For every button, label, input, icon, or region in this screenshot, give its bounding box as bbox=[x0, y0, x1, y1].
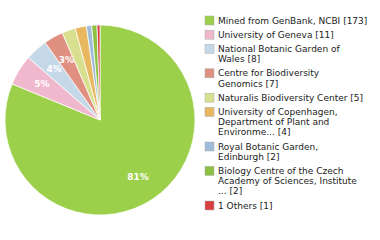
pie bbox=[5, 25, 195, 215]
legend-swatch bbox=[205, 16, 214, 25]
pie-slice bbox=[86, 25, 100, 120]
legend-item: Centre for BiodiversityGenomics [7] bbox=[205, 68, 320, 88]
legend-label: Mined from GenBank, NCBI [173] bbox=[218, 16, 367, 26]
legend-swatch bbox=[205, 107, 214, 116]
legend-label-line: Edinburgh [2] bbox=[218, 152, 280, 162]
legend-swatch bbox=[205, 166, 214, 175]
data-label: 81% bbox=[127, 172, 149, 182]
legend-label: Centre for BiodiversityGenomics [7] bbox=[218, 68, 320, 88]
data-label: 3% bbox=[59, 55, 74, 65]
legend-item: 1 Others [1] bbox=[205, 201, 272, 211]
legend-label-line: Wales [8] bbox=[218, 54, 260, 64]
legend-label: 1 Others [1] bbox=[218, 201, 272, 211]
legend-item: University of Geneva [11] bbox=[205, 30, 334, 40]
legend-label-line: Centre for Biodiversity bbox=[218, 68, 320, 78]
legend-swatch bbox=[205, 69, 214, 78]
legend-label-line: 1 Others [1] bbox=[218, 201, 272, 211]
legend-label-line: ... [2] bbox=[218, 186, 242, 196]
legend-label: University of Copenhagen,Department of P… bbox=[218, 107, 338, 137]
legend-label-line: Genomics [7] bbox=[218, 79, 278, 89]
legend-label-line: Biology Centre of the Czech bbox=[218, 166, 343, 176]
legend-item: Mined from GenBank, NCBI [173] bbox=[205, 16, 367, 26]
legend-label-line: Department of Plant and bbox=[218, 117, 329, 127]
data-labels: 81% 5% 4%3% bbox=[34, 55, 149, 181]
legend-swatch bbox=[205, 30, 214, 39]
legend-item: Biology Centre of the CzechAcademy of Sc… bbox=[205, 166, 357, 196]
legend-label-line: University of Copenhagen, bbox=[218, 107, 338, 117]
pie-slice bbox=[97, 25, 100, 120]
legend-swatch bbox=[205, 201, 214, 210]
legend-label: Royal Botanic Garden,Edinburgh [2] bbox=[218, 142, 318, 162]
pie-slice bbox=[5, 25, 195, 215]
legend-label-line: Academy of Sciences, Institute bbox=[218, 176, 357, 186]
chart: 81% 5% 4%3% Mined from GenBank, NCBI [173] U… bbox=[0, 0, 380, 240]
legend-swatch bbox=[205, 44, 214, 53]
data-label: 5% bbox=[34, 79, 49, 89]
legend-label-line: Environme... [4] bbox=[218, 127, 290, 137]
legend-item: Naturalis Biodiversity Center [5] bbox=[205, 93, 363, 103]
legend-item: Royal Botanic Garden,Edinburgh [2] bbox=[205, 142, 318, 162]
legend-swatch bbox=[205, 93, 214, 102]
legend-swatch bbox=[205, 142, 214, 151]
pie-slice bbox=[92, 25, 100, 120]
data-label: 4% bbox=[46, 64, 61, 74]
legend-label: Naturalis Biodiversity Center [5] bbox=[218, 93, 363, 103]
legend-item: University of Copenhagen,Department of P… bbox=[205, 107, 338, 137]
legend-label-line: National Botanic Garden of bbox=[218, 44, 340, 54]
legend-label: National Botanic Garden ofWales [8] bbox=[218, 44, 340, 64]
legend-label: University of Geneva [11] bbox=[218, 30, 334, 40]
legend-label-line: Naturalis Biodiversity Center [5] bbox=[218, 93, 363, 103]
legend-label: Biology Centre of the CzechAcademy of Sc… bbox=[218, 166, 357, 196]
legend: Mined from GenBank, NCBI [173] University… bbox=[205, 16, 367, 211]
legend-label-line: University of Geneva [11] bbox=[218, 30, 334, 40]
legend-label-line: Royal Botanic Garden, bbox=[218, 142, 318, 152]
pie-slice bbox=[75, 26, 100, 120]
legend-label-line: Mined from GenBank, NCBI [173] bbox=[218, 16, 367, 26]
legend-item: National Botanic Garden ofWales [8] bbox=[205, 44, 340, 64]
